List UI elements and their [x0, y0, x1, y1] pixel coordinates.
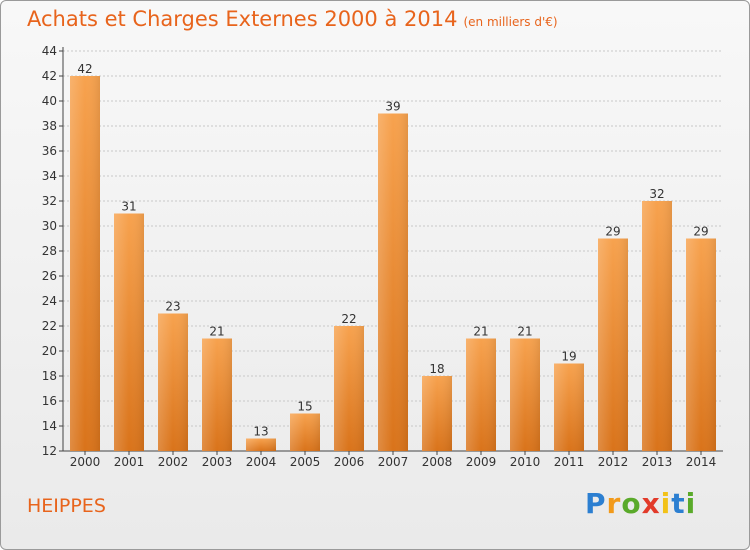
bar-shade	[642, 201, 672, 451]
x-tick-label: 2006	[334, 455, 365, 469]
y-tick-label: 18	[42, 369, 57, 383]
y-tick-label: 20	[42, 344, 57, 358]
bar-shade	[686, 238, 716, 451]
bar-value-label: 21	[517, 325, 532, 339]
x-tick-label: 2004	[246, 455, 277, 469]
bar-value-label: 42	[77, 62, 92, 76]
bar-value-label: 23	[165, 300, 180, 314]
bar-value-label: 22	[341, 312, 356, 326]
x-tick-label: 2002	[158, 455, 189, 469]
y-tick-label: 40	[42, 94, 57, 108]
x-tick-label: 2001	[114, 455, 145, 469]
y-tick-label: 38	[42, 119, 57, 133]
bar-shade	[290, 413, 320, 451]
bar-value-label: 21	[209, 325, 224, 339]
bar-value-label: 18	[429, 362, 444, 376]
y-tick-label: 14	[42, 419, 57, 433]
x-tick-label: 2009	[466, 455, 497, 469]
x-tick-label: 2012	[598, 455, 629, 469]
chart-title: Achats et Charges Externes 2000 à 2014 (e…	[27, 7, 558, 31]
y-tick-label: 42	[42, 69, 57, 83]
y-tick-label: 30	[42, 219, 57, 233]
bar-shade	[598, 238, 628, 451]
y-tick-label: 28	[42, 244, 57, 258]
bar-shade	[158, 313, 188, 451]
y-tick-label: 24	[42, 294, 57, 308]
bar-shade	[246, 438, 276, 451]
bar-value-label: 15	[297, 400, 312, 414]
y-tick-label: 16	[42, 394, 57, 408]
chart-unit: (en milliers d'€)	[463, 15, 558, 29]
bar-shade	[70, 76, 100, 451]
bar-value-label: 13	[253, 425, 268, 439]
bar-value-label: 29	[605, 225, 620, 239]
x-tick-label: 2013	[642, 455, 673, 469]
bar-shade	[466, 338, 496, 451]
x-tick-label: 2003	[202, 455, 233, 469]
y-tick-label: 12	[42, 444, 57, 458]
y-tick-label: 34	[42, 169, 57, 183]
bar-value-label: 31	[121, 200, 136, 214]
bar-shade	[422, 376, 452, 451]
y-tick-label: 32	[42, 194, 57, 208]
y-tick-label: 22	[42, 319, 57, 333]
bar-shade	[554, 363, 584, 451]
bar-shade	[202, 338, 232, 451]
y-tick-label: 36	[42, 144, 57, 158]
x-tick-label: 2008	[422, 455, 453, 469]
x-tick-label: 2005	[290, 455, 321, 469]
chart-title-text: Achats et Charges Externes 2000 à 2014	[27, 7, 458, 31]
y-tick-label: 44	[42, 44, 57, 58]
x-tick-label: 2000	[70, 455, 101, 469]
bar-shade	[114, 213, 144, 451]
bar-value-label: 32	[649, 187, 664, 201]
bar-value-label: 29	[693, 225, 708, 239]
x-tick-label: 2014	[686, 455, 717, 469]
x-tick-label: 2011	[554, 455, 585, 469]
bar-value-label: 39	[385, 100, 400, 114]
bar-value-label: 21	[473, 325, 488, 339]
y-tick-label: 26	[42, 269, 57, 283]
x-tick-label: 2007	[378, 455, 409, 469]
x-tick-label: 2010	[510, 455, 541, 469]
bar-shade	[378, 113, 408, 451]
proxiti-logo: Proxiti	[585, 487, 697, 520]
commune-name: HEIPPES	[27, 495, 106, 517]
bar-shade	[334, 326, 364, 451]
bar-value-label: 19	[561, 350, 576, 364]
bar-shade	[510, 338, 540, 451]
